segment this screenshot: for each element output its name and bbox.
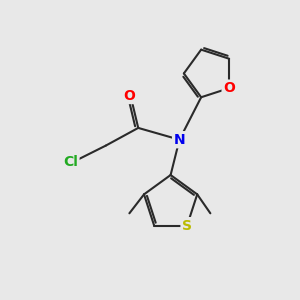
Text: N: N: [174, 133, 185, 147]
Text: Cl: Cl: [63, 155, 78, 169]
Text: O: O: [124, 88, 135, 103]
Text: O: O: [223, 81, 235, 95]
Text: S: S: [182, 219, 192, 232]
